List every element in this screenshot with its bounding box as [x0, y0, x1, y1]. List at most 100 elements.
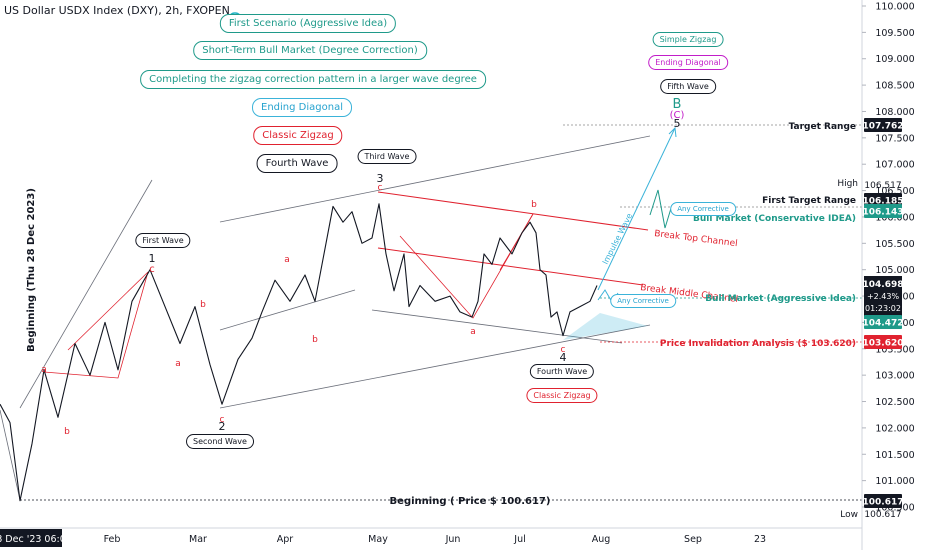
price-tick-label: 110.000 [875, 2, 914, 13]
classic-zigzag-note-1: Classic Zigzag [253, 126, 343, 145]
beginning-box [864, 494, 902, 508]
price-tick-label: 101.500 [875, 450, 914, 461]
wave-label: b [64, 427, 70, 437]
wave-structure-layer [0, 124, 862, 501]
low-value: 100.617 [864, 510, 901, 520]
classic-zigzag-note-2: Classic Zigzag [526, 388, 598, 403]
price-axis-panel [862, 0, 932, 550]
simple-zigzag-note: Simple Zigzag [652, 32, 724, 47]
red-channel-line [377, 191, 649, 231]
wave-label: 2 [219, 420, 226, 433]
channel-line [219, 289, 356, 331]
change-percent: +2.43% [867, 292, 900, 301]
low-label: Low [840, 510, 858, 520]
any-corrective-note-2: Any Corrective [610, 294, 676, 308]
time-tick-label: Mar [189, 534, 207, 545]
time-tick-label: Apr [277, 534, 294, 545]
wave-label: c [378, 183, 383, 193]
price-tick-label: 109.500 [875, 28, 914, 39]
wave-label: 4 [560, 351, 567, 364]
time-tick-label: Jul [513, 534, 525, 545]
wave-label: a [470, 327, 476, 337]
beginning-price-label: Beginning ( Price $ 100.617) [390, 496, 551, 507]
chart-title: US Dollar USDX Index (DXY), 2h, FXOPEN [4, 4, 230, 17]
impulse-projection [597, 127, 676, 291]
invalidation-value: 103.620 [863, 339, 904, 349]
wave-label: c [561, 345, 566, 355]
fourth-wave-note-1: Fourth Wave [256, 154, 338, 173]
time-axis[interactable]: 28 Dec '23 06:00 Feb Mar Apr May Jun Jul Aug Sep… [0, 527, 862, 547]
first-target-box [864, 193, 902, 207]
channel-line [219, 135, 651, 223]
invalidation-label: Price Invalidation Analysis ($ 103.620) [660, 339, 856, 349]
time-tick-label: Sep [684, 534, 702, 545]
first-wave-note: First Wave [135, 233, 191, 248]
price-tick-label: 107.000 [875, 160, 914, 171]
first-target-value: 106.185 [863, 197, 904, 207]
price-tick-label: 106.500 [875, 186, 914, 197]
wave-label: a [41, 365, 47, 375]
current-price-box [864, 276, 902, 316]
high-label: High [837, 179, 858, 189]
channel-line [19, 179, 153, 409]
wave-label: (C) [670, 110, 685, 121]
time-tick-label: Aug [592, 534, 611, 545]
red-wedge-line [43, 271, 149, 379]
price-tick-label: 102.500 [875, 397, 914, 408]
wave-label: B [673, 97, 682, 112]
impulse-arrowhead [668, 126, 677, 138]
fourth-wave-note-2: Fourth Wave [529, 364, 595, 379]
time-tick-label: Feb [104, 534, 121, 545]
red-wedge-line [499, 213, 534, 271]
conservative-box [864, 204, 902, 218]
price-line-layer [0, 203, 598, 502]
fifth-wave-note: Fifth Wave [660, 79, 716, 94]
first-target-label: First Target Range [762, 196, 856, 206]
second-wave-note: Second Wave [186, 434, 254, 449]
countdown: 01:23:02 [865, 304, 901, 313]
channel-line [219, 324, 651, 409]
price-tick-label: 108.500 [875, 81, 914, 92]
ending-diagonal-note-1: Ending Diagonal [252, 98, 352, 117]
beginning-value: 100.617 [863, 498, 904, 508]
price-tick-label: 105.500 [875, 239, 914, 250]
price-line [0, 203, 598, 502]
any-corrective-note-1: Any Corrective [670, 202, 736, 216]
wave-label: a [284, 255, 290, 265]
corrective-projection [649, 189, 673, 229]
price-tick-label: 101.000 [875, 476, 914, 487]
target-range-box [864, 118, 902, 132]
wave-label: 5 [674, 117, 681, 130]
consolidation-zone [563, 313, 648, 340]
time-tick-label: May [368, 534, 388, 545]
third-wave-note: Third Wave [357, 149, 417, 164]
channel-line [371, 309, 623, 344]
conservative-label: Bull Market (Conservative IDEA) [693, 214, 856, 224]
price-tick-label: 103.500 [875, 344, 914, 355]
conservative-value: 106.143 [863, 208, 904, 218]
price-tick-label: 105.000 [875, 265, 914, 276]
price-tick-label: 102.000 [875, 423, 914, 434]
wave-label: b [200, 300, 206, 310]
invalidation-box [864, 335, 902, 349]
time-tick-label: 23 [754, 534, 766, 545]
wave-label: b [531, 200, 537, 210]
aggressive-value: 104.472 [863, 319, 904, 329]
wave-label: a [175, 359, 181, 369]
aggressive-box [864, 315, 902, 329]
price-tick-label: 109.000 [875, 54, 914, 65]
wave-label: b [312, 335, 318, 345]
high-value: 106.517 [864, 181, 901, 191]
red-wedge-line [67, 271, 149, 351]
price-axis[interactable]: 100.500101.000101.500102.000102.500103.0… [861, 0, 932, 550]
completing-zigzag-note: Completing the zigzag correction pattern… [140, 70, 486, 89]
channel-line [0, 409, 21, 501]
wave-label: 1 [149, 252, 156, 265]
target-range-label: Target Range [789, 122, 856, 132]
wave-label: c [149, 264, 155, 275]
price-tick-label: 108.000 [875, 107, 914, 118]
price-tick-label: 107.500 [875, 133, 914, 144]
ending-diagonal-note-2: Ending Diagonal [648, 55, 728, 70]
